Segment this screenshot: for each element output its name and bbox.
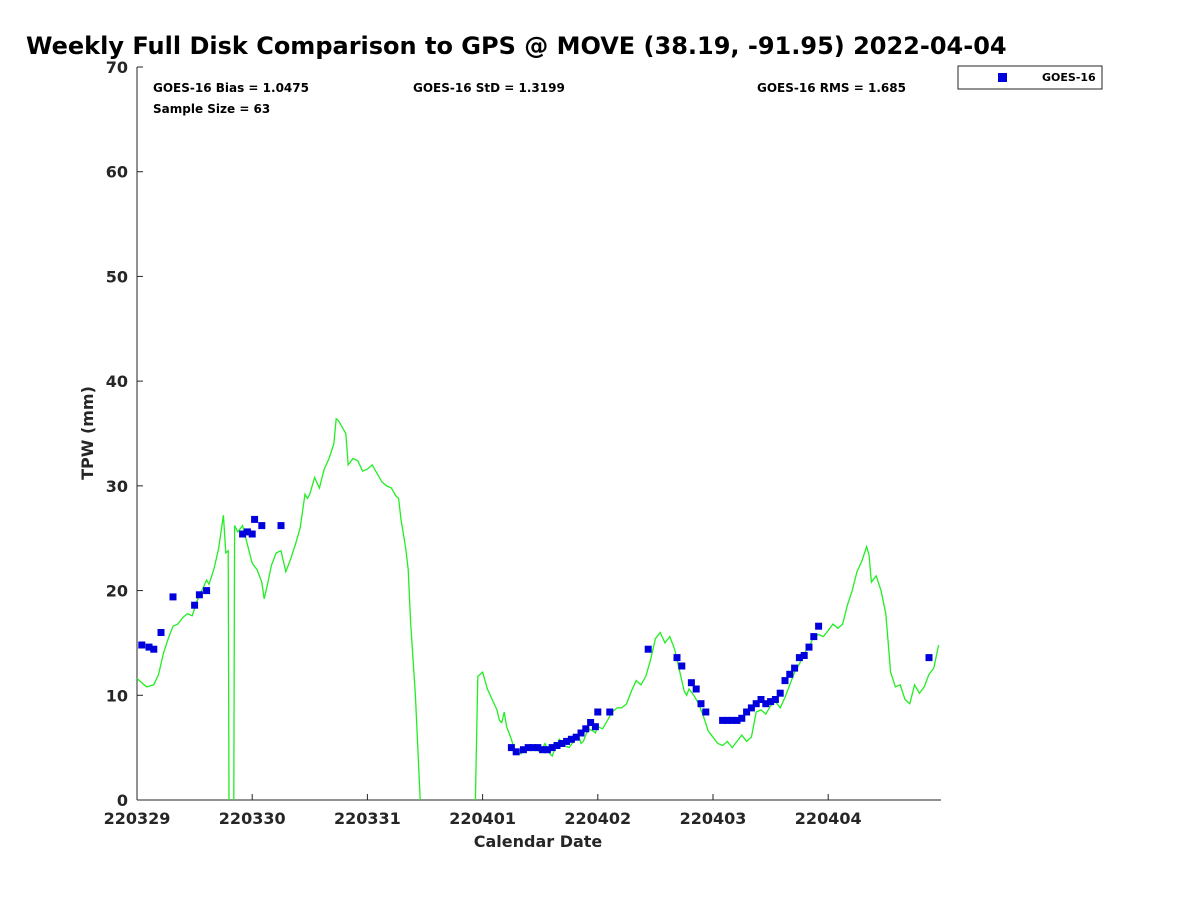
goes16-point <box>277 522 285 530</box>
goes16-point <box>507 744 515 752</box>
gps-line <box>474 544 940 801</box>
goes16-point <box>767 698 775 706</box>
goes16-point <box>539 746 547 754</box>
goes16-point <box>687 679 695 687</box>
goes16-point <box>519 746 527 754</box>
goes16-point <box>548 744 556 752</box>
legend-label-goes16: GOES-16 <box>1042 71 1096 84</box>
goes16-point <box>692 685 700 693</box>
goes16-point <box>786 670 794 678</box>
goes16-point <box>719 716 727 724</box>
goes16-point <box>728 716 736 724</box>
stat-std: GOES-16 StD = 1.3199 <box>413 81 565 95</box>
goes16-point <box>752 700 760 708</box>
goes16-point <box>543 746 551 754</box>
goes16-point <box>795 654 803 662</box>
goes16-point <box>572 733 580 741</box>
goes16-point <box>673 654 681 662</box>
goes16-point <box>563 737 571 745</box>
y-axis-ticks: 0 10 20 30 40 50 60 70 <box>106 58 143 810</box>
y-tick-label: 50 <box>106 267 128 286</box>
goes16-point <box>800 652 808 659</box>
x-tick-label: 220330 <box>219 809 286 828</box>
goes16-point <box>805 643 813 651</box>
goes16-point <box>723 716 731 724</box>
goes16-point <box>757 696 765 703</box>
x-axis-label: Calendar Date <box>474 832 603 851</box>
goes16-point <box>591 723 599 731</box>
goes16-point <box>776 689 784 697</box>
stat-sample-size: Sample Size = 63 <box>153 102 270 116</box>
goes16-point <box>762 700 770 708</box>
goes16-point <box>512 748 520 756</box>
goes16-point <box>594 708 602 716</box>
x-tick-label: 220401 <box>449 809 516 828</box>
goes16-point <box>157 629 165 636</box>
goes16-point <box>644 645 652 653</box>
gps-line <box>136 515 230 801</box>
goes16-point <box>251 515 259 523</box>
x-tick-label: 220329 <box>104 809 171 828</box>
goes16-point <box>582 725 590 733</box>
goes16-point <box>815 622 823 630</box>
goes16-point <box>258 522 266 530</box>
stat-rms: GOES-16 RMS = 1.685 <box>757 81 906 95</box>
goes16-point <box>771 696 779 703</box>
goes16-point <box>606 708 614 716</box>
legend: GOES-16 <box>957 65 1103 90</box>
y-tick-label: 30 <box>106 477 128 496</box>
y-axis-label: TPW (mm) <box>78 386 97 480</box>
goes16-point <box>191 601 199 609</box>
goes16-point <box>587 719 595 726</box>
goes16-point <box>810 633 818 641</box>
goes16-series <box>138 515 933 756</box>
x-tick-label: 220403 <box>680 809 747 828</box>
x-axis-ticks: 220329 220330 220331 220401 220402 220403 2204… <box>104 794 862 828</box>
goes16-point <box>239 530 247 538</box>
goes16-point <box>747 704 755 712</box>
goes16-point <box>150 645 158 653</box>
goes16-point <box>743 708 751 716</box>
chart-title: Weekly Full Disk Comparison to GPS @ MOV… <box>26 32 1007 60</box>
goes16-point <box>553 742 561 749</box>
legend-marker-goes16 <box>998 73 1007 82</box>
goes16-point <box>195 591 203 599</box>
goes16-point <box>558 740 566 747</box>
x-tick-label: 220331 <box>334 809 401 828</box>
y-tick-label: 0 <box>117 791 128 810</box>
y-tick-label: 20 <box>106 582 128 601</box>
gps-series <box>136 417 940 801</box>
stat-bias: GOES-16 Bias = 1.0475 <box>153 81 309 95</box>
goes16-point <box>577 729 585 737</box>
goes16-point <box>203 587 211 595</box>
goes16-point <box>138 641 146 649</box>
y-tick-label: 40 <box>106 372 128 391</box>
goes16-point <box>678 662 686 670</box>
goes16-point <box>567 735 575 743</box>
goes16-point <box>925 654 933 662</box>
goes16-point <box>697 700 705 708</box>
goes16-point <box>145 643 153 651</box>
x-tick-label: 220402 <box>564 809 631 828</box>
gps-line <box>233 417 421 801</box>
y-tick-label: 10 <box>106 686 128 705</box>
y-tick-label: 70 <box>106 58 128 77</box>
goes16-point <box>702 708 710 716</box>
goes16-point <box>781 677 789 685</box>
goes16-point <box>243 528 251 536</box>
goes16-point <box>524 744 532 752</box>
legend-box <box>957 65 1103 90</box>
goes16-point <box>738 714 746 722</box>
goes16-point <box>529 744 537 752</box>
plot-area <box>137 67 941 800</box>
goes16-point <box>169 593 177 601</box>
x-tick-label: 220404 <box>795 809 862 828</box>
goes16-point <box>534 744 542 752</box>
goes16-point <box>791 664 799 672</box>
goes16-point <box>248 530 256 538</box>
goes16-point <box>733 716 741 724</box>
y-tick-label: 60 <box>106 163 128 182</box>
